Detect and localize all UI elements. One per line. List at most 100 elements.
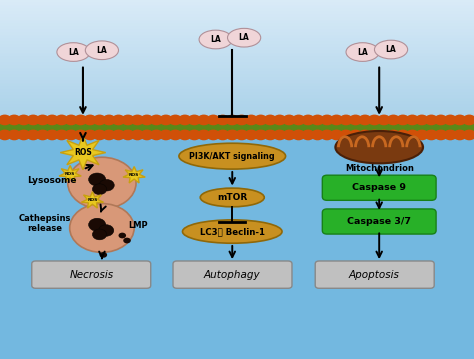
Ellipse shape xyxy=(57,43,90,61)
Circle shape xyxy=(0,115,11,125)
Bar xyxy=(0,186,474,188)
Circle shape xyxy=(311,115,324,125)
Bar xyxy=(0,338,474,341)
Circle shape xyxy=(207,130,219,140)
Circle shape xyxy=(131,115,144,125)
Bar xyxy=(0,126,474,129)
Bar xyxy=(0,0,474,3)
Circle shape xyxy=(283,130,295,140)
Bar xyxy=(0,87,474,90)
Bar xyxy=(0,356,474,359)
Circle shape xyxy=(84,130,96,140)
Circle shape xyxy=(70,204,134,252)
Circle shape xyxy=(454,130,466,140)
Circle shape xyxy=(55,115,68,125)
Bar xyxy=(0,344,474,347)
Text: LMP: LMP xyxy=(128,221,148,230)
Circle shape xyxy=(0,130,11,140)
Text: Necrosis: Necrosis xyxy=(69,270,114,280)
Bar xyxy=(0,123,474,126)
Circle shape xyxy=(217,115,229,125)
Ellipse shape xyxy=(336,131,423,163)
Ellipse shape xyxy=(200,188,264,207)
Bar xyxy=(0,305,474,308)
Circle shape xyxy=(99,180,114,191)
Bar xyxy=(0,39,474,42)
Circle shape xyxy=(18,115,30,125)
Circle shape xyxy=(65,115,77,125)
Bar xyxy=(0,269,474,272)
Bar xyxy=(0,102,474,105)
Bar xyxy=(0,60,474,63)
Circle shape xyxy=(74,130,87,140)
Bar xyxy=(0,9,474,12)
Circle shape xyxy=(416,115,428,125)
Circle shape xyxy=(207,115,219,125)
Bar xyxy=(0,215,474,218)
Circle shape xyxy=(160,130,172,140)
Circle shape xyxy=(368,130,381,140)
Bar xyxy=(0,117,474,120)
Bar xyxy=(0,153,474,155)
Bar xyxy=(0,129,474,132)
Circle shape xyxy=(321,130,333,140)
Bar xyxy=(0,108,474,111)
Circle shape xyxy=(359,115,371,125)
Circle shape xyxy=(103,130,115,140)
Bar xyxy=(0,236,474,239)
Bar xyxy=(0,350,474,353)
Circle shape xyxy=(179,130,191,140)
Text: Lysosome: Lysosome xyxy=(27,176,77,185)
Text: Autophagy: Autophagy xyxy=(204,270,261,280)
Circle shape xyxy=(340,115,352,125)
Circle shape xyxy=(36,130,49,140)
Bar xyxy=(0,275,474,278)
Ellipse shape xyxy=(199,30,232,49)
Bar xyxy=(0,293,474,296)
Bar xyxy=(0,195,474,197)
Ellipse shape xyxy=(182,220,282,243)
Circle shape xyxy=(340,130,352,140)
Circle shape xyxy=(217,130,229,140)
Bar xyxy=(0,105,474,108)
Circle shape xyxy=(321,115,333,125)
Circle shape xyxy=(425,130,438,140)
Bar xyxy=(0,251,474,254)
Bar xyxy=(0,111,474,114)
Circle shape xyxy=(406,115,419,125)
Bar xyxy=(0,197,474,200)
Bar xyxy=(0,173,474,177)
Bar xyxy=(0,135,474,137)
Circle shape xyxy=(65,130,77,140)
Text: PI3K/AKT signaling: PI3K/AKT signaling xyxy=(190,151,275,161)
Circle shape xyxy=(273,130,286,140)
Bar xyxy=(0,308,474,311)
Circle shape xyxy=(150,130,163,140)
Circle shape xyxy=(416,130,428,140)
Bar xyxy=(0,341,474,344)
Bar xyxy=(0,296,474,299)
Bar xyxy=(0,137,474,359)
Text: LA: LA xyxy=(68,47,79,57)
Circle shape xyxy=(283,115,295,125)
Text: Caspase 9: Caspase 9 xyxy=(352,183,406,192)
Bar xyxy=(0,84,474,87)
Bar xyxy=(0,6,474,9)
Bar xyxy=(0,204,474,206)
FancyBboxPatch shape xyxy=(322,209,436,234)
Circle shape xyxy=(92,184,107,195)
Circle shape xyxy=(378,130,390,140)
Bar xyxy=(0,30,474,33)
Bar xyxy=(0,99,474,102)
Bar xyxy=(0,182,474,186)
Circle shape xyxy=(397,130,409,140)
Bar xyxy=(0,3,474,6)
Bar xyxy=(0,222,474,224)
Bar xyxy=(0,72,474,75)
Bar xyxy=(0,218,474,222)
Text: LA: LA xyxy=(97,46,107,55)
Bar xyxy=(0,302,474,305)
Ellipse shape xyxy=(85,41,118,60)
Bar xyxy=(0,242,474,245)
Circle shape xyxy=(8,115,20,125)
